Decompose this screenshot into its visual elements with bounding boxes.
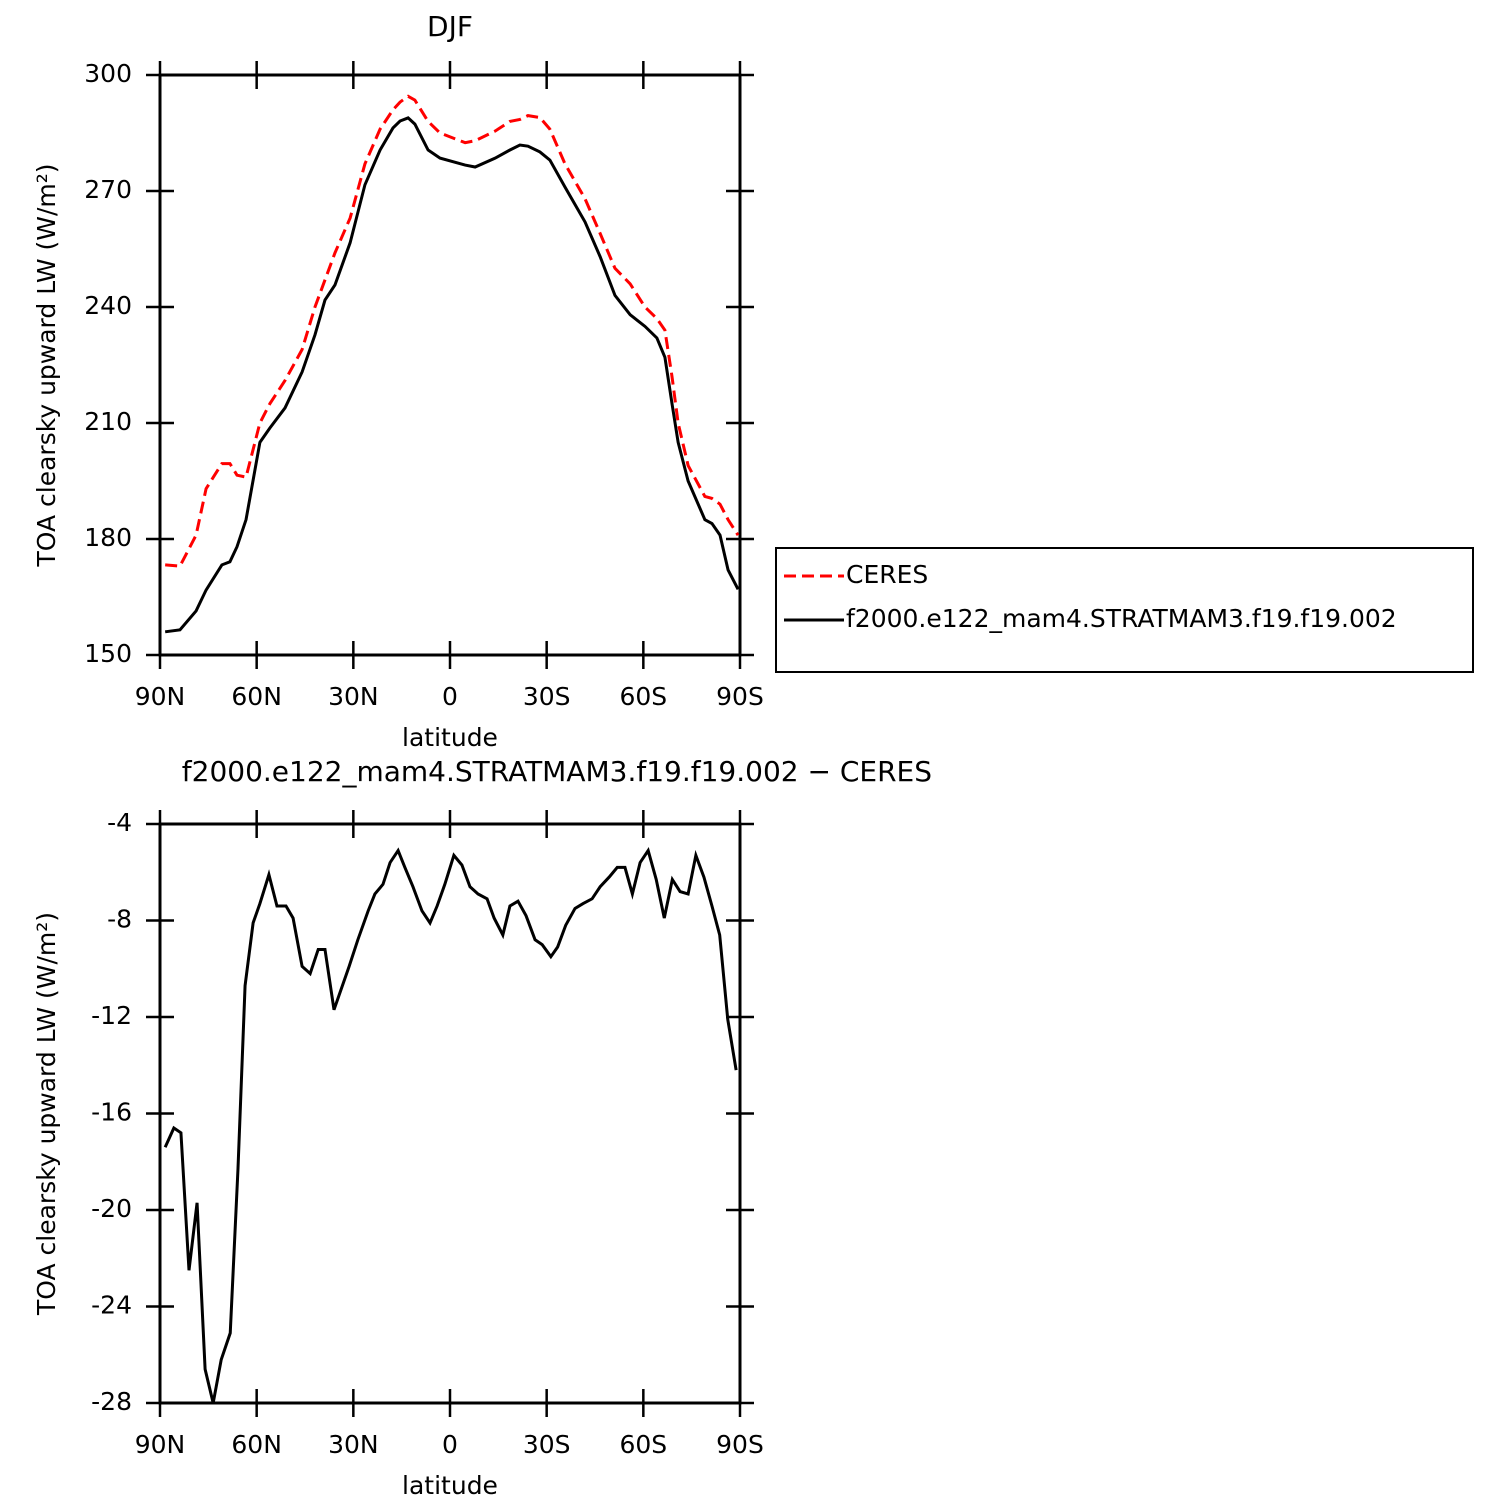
y-tick-label: 210 bbox=[84, 407, 132, 436]
y-tick-label: -28 bbox=[91, 1387, 132, 1416]
x-tick-label: 0 bbox=[442, 682, 458, 711]
y-tick-label: -24 bbox=[91, 1291, 132, 1320]
data-line bbox=[164, 116, 740, 634]
y-tick-label: -16 bbox=[91, 1098, 132, 1127]
y-tick-label: 180 bbox=[84, 523, 132, 552]
x-tick-label: 60N bbox=[231, 682, 282, 711]
y-tick-label: 240 bbox=[84, 291, 132, 320]
x-tick-label: 90S bbox=[716, 682, 764, 711]
y-tick-label: 150 bbox=[84, 639, 132, 668]
x-axis-label: latitude bbox=[402, 723, 498, 752]
x-tick-label: 30N bbox=[328, 1430, 379, 1459]
legend-box bbox=[775, 547, 1474, 673]
x-tick-label: 30S bbox=[523, 682, 571, 711]
x-tick-label: 0 bbox=[442, 1430, 458, 1459]
chart-title: DJF bbox=[427, 10, 473, 43]
x-tick-label: 90N bbox=[135, 1430, 186, 1459]
x-tick-label: 30S bbox=[523, 1430, 571, 1459]
x-tick-label: 60S bbox=[619, 1430, 667, 1459]
x-tick-label: 30N bbox=[328, 682, 379, 711]
legend-label: f2000.e122_mam4.STRATMAM3.f19.f19.002 bbox=[846, 604, 1397, 633]
data-line bbox=[165, 94, 740, 568]
x-tick-label: 90S bbox=[716, 1430, 764, 1459]
y-tick-label: -4 bbox=[107, 808, 132, 837]
chart-title: f2000.e122_mam4.STRATMAM3.f19.f19.002 − … bbox=[182, 755, 932, 788]
x-tick-label: 90N bbox=[135, 682, 186, 711]
y-tick-label: 300 bbox=[84, 59, 132, 88]
y-tick-label: 270 bbox=[84, 175, 132, 204]
plot-frame bbox=[158, 822, 742, 1405]
data-line bbox=[163, 846, 738, 1404]
x-tick-label: 60S bbox=[619, 682, 667, 711]
x-axis-label: latitude bbox=[402, 1471, 498, 1500]
y-axis-label: TOA clearsky upward LW (W/m²) bbox=[32, 912, 61, 1316]
legend-label: CERES bbox=[846, 560, 928, 589]
y-tick-label: -8 bbox=[107, 905, 132, 934]
y-axis-label: TOA clearsky upward LW (W/m²) bbox=[32, 163, 61, 567]
x-tick-label: 60N bbox=[231, 1430, 282, 1459]
y-tick-label: -12 bbox=[91, 1001, 132, 1030]
y-tick-label: -20 bbox=[91, 1194, 132, 1223]
